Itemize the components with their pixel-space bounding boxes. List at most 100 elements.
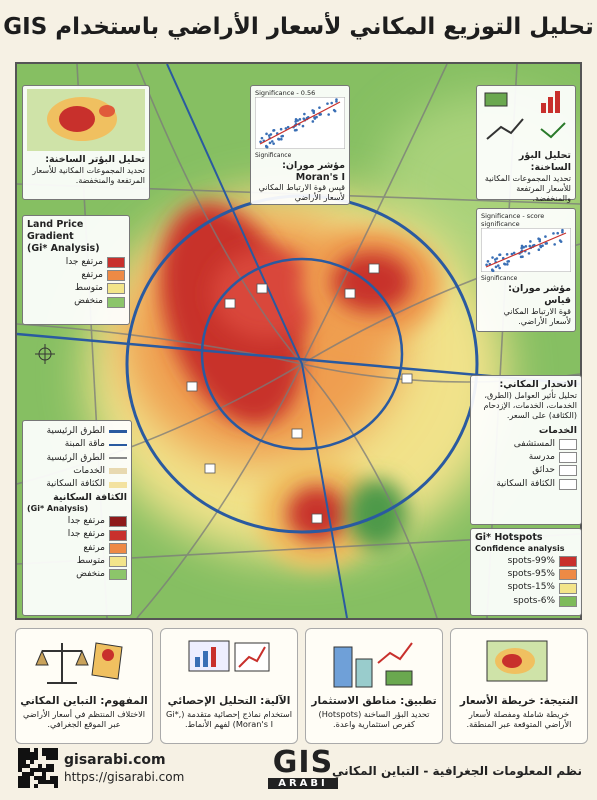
qr-cell <box>18 760 22 764</box>
scatter-dot <box>280 135 283 138</box>
scatter-dot <box>495 257 499 261</box>
card-icon <box>486 640 548 682</box>
scatter-dot <box>265 145 269 149</box>
legend-item: الكثافة السكانية <box>475 479 577 490</box>
qr-cell <box>46 748 50 752</box>
scatter-dot <box>544 235 547 239</box>
scatter-dot <box>527 252 531 255</box>
legend-label: الكثافة السكانية <box>496 478 555 489</box>
scatter-dot <box>498 253 501 257</box>
legend-swatch <box>559 438 577 450</box>
legend-item: مرتفع جدا <box>27 516 127 528</box>
legend-label: الخدمات <box>73 465 105 476</box>
qr-cell <box>18 784 22 788</box>
scatter-dot <box>315 115 318 119</box>
qr-cell <box>26 764 30 768</box>
card-title: المفهوم: التباين المكاني <box>20 695 148 707</box>
scatter-dot <box>506 260 509 264</box>
qr-cell <box>18 764 22 768</box>
qr-cell <box>42 768 46 772</box>
scatter-dot <box>494 265 498 269</box>
legend-item: منخفض <box>27 569 127 581</box>
hotspot-left-panel: تحليل البؤتر الساخنة: تحديد المجموعات ال… <box>22 85 150 200</box>
hotspots-legend: Gi* Hotspots Confidence analysis 99%-spo… <box>470 528 582 616</box>
scatter-dot <box>538 240 542 243</box>
scatter-dot <box>294 120 297 123</box>
qr-cell <box>50 748 54 752</box>
qr-cell <box>18 780 22 784</box>
qr-cell <box>34 752 38 756</box>
legend-swatch <box>559 556 577 567</box>
qr-cell <box>38 768 42 772</box>
qr-cell <box>18 748 22 752</box>
scatter-dot <box>318 113 322 116</box>
services-title: الخدمات <box>538 424 577 436</box>
qr-cell <box>18 776 22 780</box>
qr-cell <box>22 748 26 752</box>
panel-text: تحديد المجموعات المكانية للأسعار المرتفع… <box>32 165 145 185</box>
logo-bottom: ARABI <box>268 778 338 789</box>
legend-swatch <box>107 270 125 281</box>
legend-item: 95%-spots <box>475 569 577 581</box>
legend-label: متوسط <box>76 555 105 566</box>
regression-panel: الانحدار المكاني: تحليل تأثير العوامل (ا… <box>470 375 582 525</box>
panel-title: مؤشر موران: قياس <box>508 282 571 306</box>
scatter-dot <box>286 125 290 129</box>
legend-label: مرتفع جدا <box>67 516 105 527</box>
scatter-dot <box>496 264 500 268</box>
scatter-dot <box>529 240 532 244</box>
qr-cell <box>22 764 26 768</box>
legend-item: الكثافة السكانية <box>27 479 127 490</box>
scatter-dot <box>301 124 305 128</box>
legend-swatch <box>559 478 577 490</box>
scatter-dot <box>294 118 298 121</box>
legend-item: مرتفع <box>27 270 125 281</box>
finance-icons <box>484 91 566 140</box>
scatter-dot <box>506 263 509 266</box>
legend-label: الطرق الرئيسية <box>46 426 105 436</box>
legend-swatch <box>559 582 577 594</box>
legend-swatch <box>559 465 577 477</box>
qr-cell <box>54 784 58 788</box>
scatter-dot <box>486 260 490 263</box>
card-text: استخدام نماذج إحصائية متقدمة (Gi*, Moran… <box>165 709 293 730</box>
qr-cell <box>22 756 26 760</box>
scatter-dot <box>561 229 564 232</box>
legend-item: حدائق <box>475 465 577 477</box>
scatter-dot <box>312 111 316 115</box>
qr-cell <box>26 772 30 776</box>
scatter-dot <box>512 251 516 255</box>
qr-cell <box>38 776 42 780</box>
qr-cell <box>30 772 34 776</box>
hotspot-thumbnail <box>27 89 145 151</box>
scatter-dot <box>544 242 548 246</box>
scatter-dot <box>327 113 330 116</box>
qr-cell <box>50 756 54 760</box>
qr-cell <box>22 760 26 764</box>
panel-title: تحليل البؤتر الساخنة: <box>45 154 145 165</box>
scatter-dot <box>561 231 564 234</box>
qr-cell <box>38 780 42 784</box>
scatter-dot <box>318 106 321 110</box>
legend-label: مرتفع جدا <box>67 529 105 540</box>
legend-item: مرتفع جدا <box>27 529 127 541</box>
qr-cell <box>34 756 38 760</box>
scatter-dot <box>268 141 272 145</box>
scatter-dot <box>553 243 556 246</box>
qr-cell <box>30 756 34 760</box>
gradient-legend: Land Price Gradient (Gi* Analysis) مرتفع… <box>22 215 130 325</box>
qr-cell <box>46 780 50 784</box>
scatter-dot <box>485 263 488 267</box>
card: الآلية: التحليل الإحصائي استخدام نماذج إح… <box>160 628 298 744</box>
legend-label: حدائق <box>532 465 555 476</box>
legend-swatch <box>109 542 127 554</box>
scatter-dot <box>556 232 560 235</box>
qr-cell <box>18 752 22 756</box>
legend-item: مرتفع جدا <box>27 257 125 268</box>
legend-subtitle: (Gi* Analysis) <box>27 242 100 254</box>
qr-cell <box>22 772 26 776</box>
qr-cell <box>54 776 58 780</box>
legend-label: مرتفع جدا <box>65 256 103 267</box>
panel-title: تحليل البؤر الساخنة: <box>518 150 571 173</box>
